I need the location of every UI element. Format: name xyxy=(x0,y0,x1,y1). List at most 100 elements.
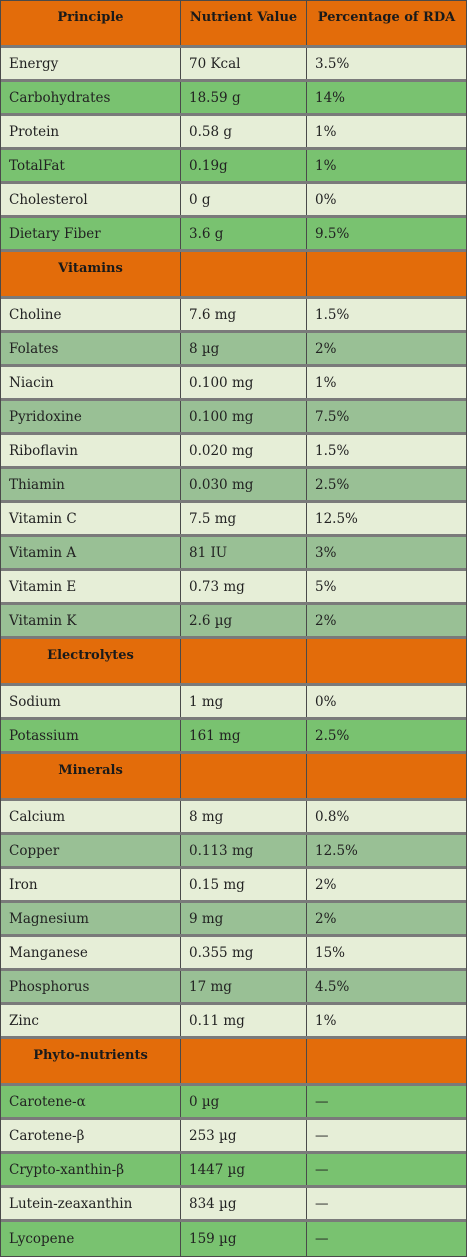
nutrient-value: 0.100 mg xyxy=(181,367,307,398)
rda-percentage: — xyxy=(315,1195,329,1212)
section-header-row: Vitamins xyxy=(1,252,466,299)
rda-percentage: 9.5% xyxy=(315,225,350,242)
rda-percentage: 2.5% xyxy=(315,476,350,493)
rda-percentage: 3% xyxy=(315,544,337,561)
nutrient-value: 0.030 mg xyxy=(181,469,307,500)
nutrient-value: 70 Kcal xyxy=(181,48,307,79)
rda-percentage: — xyxy=(315,1161,329,1178)
nutrient-value: 834 µg xyxy=(181,1188,307,1219)
nutrient-value: 1 mg xyxy=(181,686,307,717)
rda-percentage: 12.5% xyxy=(315,510,358,527)
section-empty-cell xyxy=(181,639,307,683)
nutrient-name: Potassium xyxy=(1,720,181,751)
nutrient-name: Carotene-β xyxy=(1,1120,181,1151)
table-row: Lycopene 159 µg — xyxy=(1,1222,466,1256)
table-row: Vitamin A 81 IU 3% xyxy=(1,537,466,571)
section-title: Phyto-nutrients xyxy=(1,1039,181,1083)
rda-percentage: 5% xyxy=(315,578,337,595)
table-row: Pyridoxine 0.100 mg 7.5% xyxy=(1,401,466,435)
nutrient-name: Sodium xyxy=(1,686,181,717)
nutrient-name: Choline xyxy=(1,299,181,330)
rda-percentage: 1% xyxy=(315,123,337,140)
nutrient-value: 0.113 mg xyxy=(181,835,307,866)
nutrient-name: Vitamin E xyxy=(1,571,181,602)
section-empty-cell xyxy=(307,1039,466,1083)
nutrient-value: 8 µg xyxy=(181,333,307,364)
rda-percentage: 14% xyxy=(315,89,346,106)
nutrient-value: 0.11 mg xyxy=(181,1005,307,1036)
nutrient-name: Carbohydrates xyxy=(1,82,181,113)
header-percentage-rda: Percentage of RDA xyxy=(317,10,456,25)
header-nutrient-value: Nutrient Value xyxy=(181,1,307,45)
nutrient-value: 3.6 g xyxy=(181,218,307,249)
nutrient-name: Vitamin K xyxy=(1,605,181,636)
nutrient-name: Copper xyxy=(1,835,181,866)
nutrient-value: 0.355 mg xyxy=(181,937,307,968)
table-row: Protein 0.58 g 1% xyxy=(1,116,466,150)
nutrient-value: 0 µg xyxy=(181,1086,307,1117)
rda-percentage: 0% xyxy=(315,693,337,710)
section-empty-cell xyxy=(307,252,466,296)
table-row: Magnesium 9 mg 2% xyxy=(1,903,466,937)
table-row: TotalFat 0.19g 1% xyxy=(1,150,466,184)
nutrient-value: 0.15 mg xyxy=(181,869,307,900)
section-header-row: Phyto-nutrients xyxy=(1,1039,466,1086)
rda-percentage: 0% xyxy=(315,191,337,208)
nutrient-value: 81 IU xyxy=(181,537,307,568)
nutrient-value: 159 µg xyxy=(181,1222,307,1256)
table-row: Carotene-α 0 µg — xyxy=(1,1086,466,1120)
table-row: Niacin 0.100 mg 1% xyxy=(1,367,466,401)
section-title: Electrolytes xyxy=(1,639,181,683)
nutrient-name: Manganese xyxy=(1,937,181,968)
section-header-row: Electrolytes xyxy=(1,639,466,686)
rda-percentage: 1.5% xyxy=(315,306,350,323)
nutrient-name: Folates xyxy=(1,333,181,364)
header-principle: Principle xyxy=(1,1,181,45)
nutrient-value: 0 g xyxy=(181,184,307,215)
rda-percentage: 3.5% xyxy=(315,55,350,72)
nutrient-value: 7.5 mg xyxy=(181,503,307,534)
nutrient-value: 0.58 g xyxy=(181,116,307,147)
table-row: Energy 70 Kcal 3.5% xyxy=(1,48,466,82)
nutrient-name: Thiamin xyxy=(1,469,181,500)
nutrient-name: Magnesium xyxy=(1,903,181,934)
rda-percentage: 1% xyxy=(315,374,337,391)
rda-percentage: 7.5% xyxy=(315,408,350,425)
rda-percentage: 15% xyxy=(315,944,346,961)
table-row: Choline 7.6 mg 1.5% xyxy=(1,299,466,333)
table-row: Riboflavin 0.020 mg 1.5% xyxy=(1,435,466,469)
nutrient-value: 0.100 mg xyxy=(181,401,307,432)
table-row: Cholesterol 0 g 0% xyxy=(1,184,466,218)
nutrient-name: Pyridoxine xyxy=(1,401,181,432)
rda-percentage: — xyxy=(315,1127,329,1144)
table-row: Dietary Fiber 3.6 g 9.5% xyxy=(1,218,466,252)
table-row: Manganese 0.355 mg 15% xyxy=(1,937,466,971)
nutrient-name: Vitamin A xyxy=(1,537,181,568)
nutrient-value: 1447 µg xyxy=(181,1154,307,1185)
nutrient-name: TotalFat xyxy=(1,150,181,181)
table-row: Vitamin K 2.6 µg 2% xyxy=(1,605,466,639)
rda-percentage: 0.8% xyxy=(315,808,350,825)
nutrient-name: Dietary Fiber xyxy=(1,218,181,249)
table-row: Vitamin E 0.73 mg 5% xyxy=(1,571,466,605)
nutrient-name: Zinc xyxy=(1,1005,181,1036)
rda-percentage: 2% xyxy=(315,612,337,629)
rda-percentage: 2% xyxy=(315,910,337,927)
table-row: Iron 0.15 mg 2% xyxy=(1,869,466,903)
nutrient-name: Energy xyxy=(1,48,181,79)
nutrient-name: Lycopene xyxy=(1,1222,181,1256)
rda-percentage: 12.5% xyxy=(315,842,358,859)
table-row: Lutein-zeaxanthin 834 µg — xyxy=(1,1188,466,1222)
section-empty-cell xyxy=(181,1039,307,1083)
nutrient-value: 7.6 mg xyxy=(181,299,307,330)
rda-percentage: 1% xyxy=(315,157,337,174)
table-row: Vitamin C 7.5 mg 12.5% xyxy=(1,503,466,537)
nutrient-name: Lutein-zeaxanthin xyxy=(1,1188,181,1219)
nutrient-name: Calcium xyxy=(1,801,181,832)
nutrient-value: 8 mg xyxy=(181,801,307,832)
section-title: Minerals xyxy=(1,754,181,798)
nutrient-value: 9 mg xyxy=(181,903,307,934)
nutrient-name: Niacin xyxy=(1,367,181,398)
table-row: Zinc 0.11 mg 1% xyxy=(1,1005,466,1039)
